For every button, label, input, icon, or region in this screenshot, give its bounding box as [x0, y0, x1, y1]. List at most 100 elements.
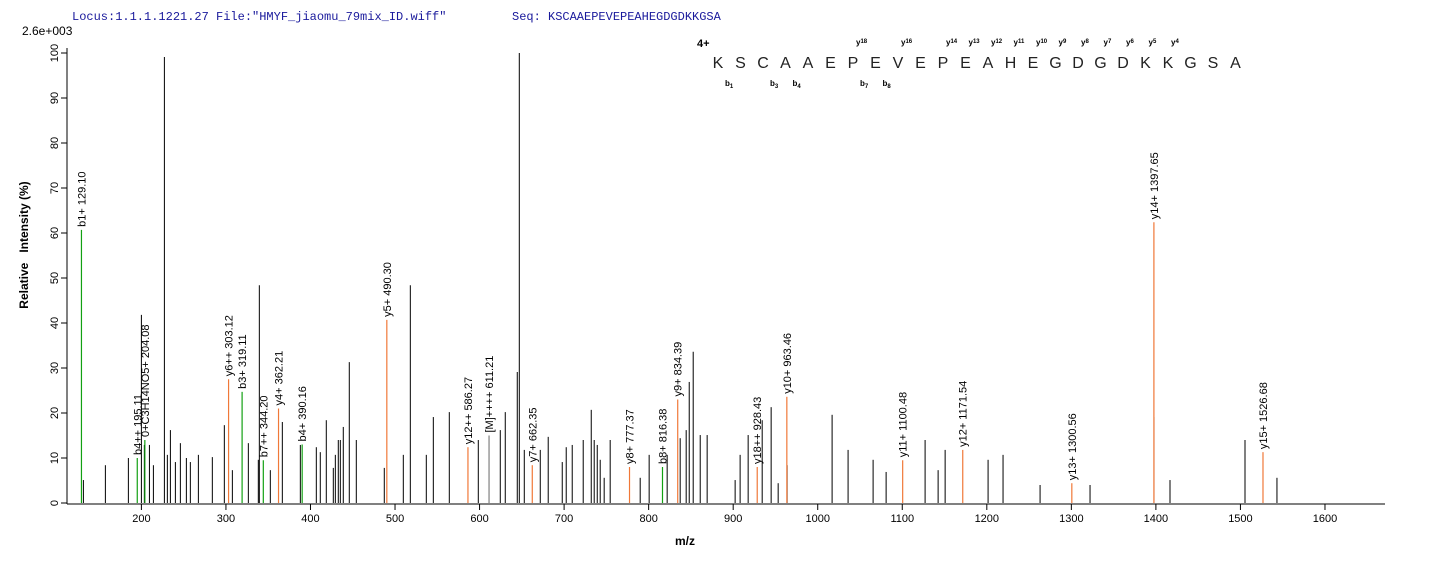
ion-number: 3: [775, 84, 779, 90]
ion-number: 1: [730, 84, 734, 90]
residue: K: [713, 55, 724, 72]
ion-type: b: [860, 79, 865, 88]
residue: E: [960, 55, 971, 72]
residue: C: [757, 55, 769, 72]
x-tick-label: 900: [724, 513, 742, 525]
y-tick-label: 10: [49, 452, 61, 464]
residue: K: [1163, 55, 1174, 72]
sequence-header: Seq: KSCAAEPEVEPEAHEGDGDKKGSA: [512, 10, 722, 24]
x-tick-label: 200: [132, 513, 150, 525]
ion-number: 14: [950, 39, 957, 45]
ion-number: 4: [797, 84, 801, 90]
x-tick-label: 800: [639, 513, 657, 525]
peak-label: y6++ 303.12: [224, 315, 236, 376]
y-ion-marker: y9: [1059, 38, 1067, 47]
ion-type: y: [1036, 38, 1041, 47]
y-ion-marker: y12: [991, 38, 1003, 47]
peak-label: y5+ 490.30: [382, 262, 394, 317]
ion-type: y: [1171, 38, 1176, 47]
ion-number: 11: [1018, 39, 1025, 45]
peak-label: y18++ 928.43: [752, 397, 764, 464]
y-ion-marker: y14: [946, 38, 958, 47]
peak-label: b3+ 319.11: [237, 334, 249, 389]
y-ion-marker: y5: [1149, 38, 1157, 47]
peak-label: y11+ 1100.48: [898, 392, 910, 457]
x-tick-label: 1300: [1059, 513, 1083, 525]
y-tick-label: 80: [49, 137, 61, 149]
residue: A: [803, 55, 814, 72]
peak-label: y9+ 834.39: [673, 342, 685, 397]
ion-number: 12: [995, 39, 1002, 45]
x-tick-label: 1000: [805, 513, 829, 525]
peak-label: b4++ 195.11: [132, 394, 144, 455]
peak-label: y12+ 1171.54: [958, 381, 970, 447]
ion-number: 5: [1153, 39, 1157, 45]
peak-label: y7+ 662.35: [527, 407, 539, 462]
x-tick-label: 1600: [1313, 513, 1337, 525]
y-ion-marker: y4: [1171, 38, 1179, 47]
ion-type: y: [1104, 38, 1109, 47]
b-ion-marker: b7: [860, 79, 869, 90]
y-ion-marker: y7: [1104, 38, 1112, 47]
x-axis-label: m/z: [675, 534, 695, 548]
ion-type: y: [1014, 38, 1019, 47]
y-tick-label: 70: [49, 182, 61, 194]
residue: S: [1208, 55, 1219, 72]
residue: E: [870, 55, 881, 72]
ion-number: 7: [1108, 39, 1112, 45]
y-ion-marker: y8: [1081, 38, 1089, 47]
peak-label: b1+ 129.10: [76, 171, 88, 226]
ion-number: 8: [887, 84, 891, 90]
y-tick-label: 20: [49, 407, 61, 419]
ion-number: 9: [1063, 39, 1067, 45]
y-axis-label: Relative Intensity (%): [17, 181, 31, 308]
y-tick-label: 0: [49, 500, 61, 506]
ion-number: 8: [1085, 39, 1089, 45]
y-tick-label: 60: [49, 227, 61, 239]
peak-label: [M]++++ 611.21: [484, 356, 496, 433]
x-tick-label: 1200: [975, 513, 999, 525]
ion-type: y: [946, 38, 951, 47]
x-tick-label: 500: [386, 513, 404, 525]
residue: G: [1094, 55, 1106, 72]
ion-type: b: [883, 79, 888, 88]
peak-label: y13+ 1300.56: [1067, 413, 1079, 480]
ion-number: 10: [1040, 39, 1047, 45]
ion-number: 16: [905, 39, 912, 45]
residue: H: [1005, 55, 1017, 72]
ion-type: y: [991, 38, 996, 47]
b-ion-marker: b1: [725, 79, 734, 90]
peak-label: b7++ 344.20: [258, 395, 270, 457]
y-tick-label: 100: [49, 44, 61, 62]
ion-type: y: [1081, 38, 1086, 47]
peak-label: b8+ 816.38: [657, 409, 669, 464]
ion-type: y: [1126, 38, 1131, 47]
residue: A: [1230, 55, 1241, 72]
x-tick-label: 1500: [1228, 513, 1252, 525]
residue: G: [1049, 55, 1061, 72]
ion-type: b: [725, 79, 730, 88]
ion-type: y: [1059, 38, 1064, 47]
y-ion-marker: y18: [856, 38, 868, 47]
peak-label: y10+ 963.46: [782, 333, 794, 394]
ion-type: b: [770, 79, 775, 88]
ion-number: 13: [973, 39, 980, 45]
x-tick-label: 1100: [890, 513, 914, 525]
locus-header: Locus:1.1.1.1221.27 File:"HMYF_jiaomu_79…: [72, 10, 446, 24]
residue: G: [1184, 55, 1196, 72]
residue: E: [1028, 55, 1039, 72]
peak-label: y14+ 1397.65: [1149, 152, 1161, 219]
y-ion-marker: y16: [901, 38, 913, 47]
peak-label: b4+ 390.16: [297, 386, 309, 441]
residue: K: [1140, 55, 1151, 72]
ion-type: y: [856, 38, 861, 47]
residue: V: [893, 55, 904, 72]
x-tick-label: 400: [301, 513, 319, 525]
peak-label: y15+ 1526.68: [1258, 382, 1270, 449]
residue: P: [848, 55, 859, 72]
y-ion-marker: y6: [1126, 38, 1134, 47]
residue: S: [735, 55, 746, 72]
residue: D: [1117, 55, 1129, 72]
y-tick-label: 40: [49, 317, 61, 329]
